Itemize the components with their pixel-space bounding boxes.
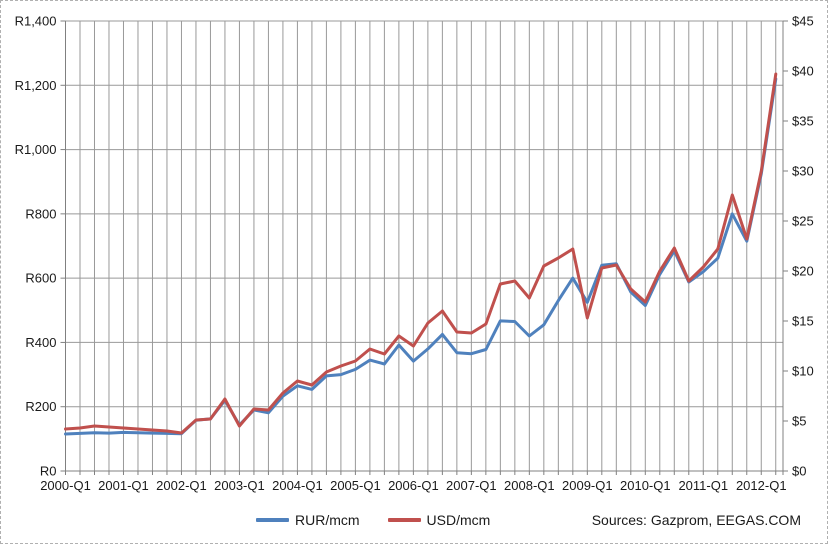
x-axis-tick-label: 2006-Q1	[388, 478, 439, 493]
right-axis-tick-label: $30	[792, 164, 814, 179]
left-axis-tick-label: R1,000	[15, 142, 57, 157]
left-axis-tick-label: R200	[25, 399, 56, 414]
series-line-usd-mcm	[64, 72, 778, 435]
chart-legend: RUR/mcm USD/mcm	[256, 512, 490, 528]
left-axis-tick-label: R400	[25, 335, 56, 350]
x-axis-tick-label: 2012-Q1	[736, 478, 787, 493]
legend-item-usd: USD/mcm	[387, 512, 491, 528]
left-axis-tick-label: R0	[40, 464, 57, 479]
source-note: Sources: Gazprom, EEGAS.COM	[591, 512, 801, 528]
x-axis-tick-label: 2007-Q1	[446, 478, 497, 493]
x-axis-tick-label: 2003-Q1	[214, 478, 265, 493]
legend-label-usd: USD/mcm	[426, 512, 491, 528]
x-axis-tick-label: 2004-Q1	[272, 478, 323, 493]
legend-item-rur: RUR/mcm	[256, 512, 360, 528]
right-axis-tick-label: $15	[792, 314, 814, 329]
right-axis-tick-label: $45	[792, 14, 814, 29]
x-axis-tick-label: 2005-Q1	[330, 478, 381, 493]
right-axis-tick-label: $40	[792, 64, 814, 79]
left-axis-tick-label: R800	[25, 206, 56, 221]
x-axis-tick-label: 2008-Q1	[504, 478, 555, 493]
left-axis-tick-label: R600	[25, 271, 56, 286]
x-axis-tick-label: 2002-Q1	[156, 478, 207, 493]
right-axis-tick-label: $10	[792, 364, 814, 379]
x-axis-tick-label: 2010-Q1	[620, 478, 671, 493]
chart-svg: R0 R200 R400 R600 R800 R1,000 R1,200 R1,400 $0 $5…	[15, 14, 814, 494]
x-axis-tick-label: 2001-Q1	[98, 478, 149, 493]
legend-label-rur: RUR/mcm	[295, 512, 360, 528]
right-axis-tick-label: $0	[792, 464, 806, 479]
right-axis-tick-label: $5	[792, 414, 806, 429]
rur-line-swatch	[256, 518, 289, 522]
x-axis-tick-label: 2009-Q1	[562, 478, 613, 493]
right-axis-tick-label: $35	[792, 114, 814, 129]
x-axis-tick-label: 2011-Q1	[678, 478, 728, 493]
chart-footer: RUR/mcm USD/mcm Sources: Gazprom, EEGAS.…	[1, 506, 828, 536]
left-axis-tick-label: R1,400	[15, 14, 57, 29]
right-axis-tick-label: $25	[792, 214, 814, 229]
left-axis-tick-label: R1,200	[15, 78, 57, 93]
x-axis-tick-label: 2000-Q1	[40, 478, 91, 493]
usd-line-swatch	[387, 518, 421, 522]
price-chart: R0 R200 R400 R600 R800 R1,000 R1,200 R1,400 $0 $5…	[1, 1, 828, 501]
right-axis-tick-label: $20	[792, 264, 814, 279]
